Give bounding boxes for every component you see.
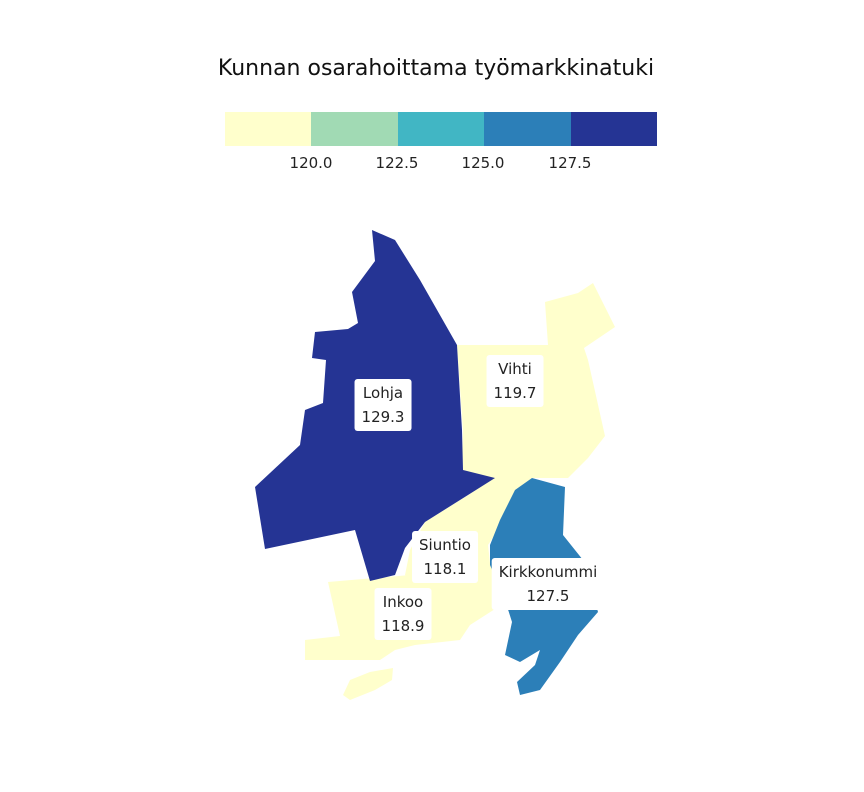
label-name: Inkoo — [382, 593, 424, 611]
legend-tick: 122.5 — [375, 154, 419, 172]
label-name: Vihti — [498, 360, 532, 378]
label-lohja: Lohja 129.3 — [354, 379, 412, 431]
map-title: Kunnan osarahoittama työmarkkinatuki — [217, 56, 655, 81]
label-value: 118.1 — [423, 560, 467, 578]
legend-swatch-5 — [570, 112, 658, 146]
legend-swatch-3 — [397, 112, 485, 146]
legend-tick: 120.0 — [289, 154, 333, 172]
label-kirkkonummi: Kirkkonummi 127.5 — [491, 558, 605, 610]
legend-tick: 125.0 — [461, 154, 505, 172]
color-legend — [225, 112, 658, 146]
legend-swatch-4 — [484, 112, 571, 146]
legend-swatch-1 — [225, 112, 312, 146]
label-value: 127.5 — [526, 587, 570, 605]
label-vihti: Vihti 119.7 — [486, 355, 544, 407]
legend-tick: 127.5 — [548, 154, 592, 172]
label-name: Siuntio — [419, 536, 471, 554]
label-value: 129.3 — [361, 408, 405, 426]
label-name: Kirkkonummi — [498, 563, 598, 581]
label-siuntio: Siuntio 118.1 — [412, 531, 478, 583]
legend-ticks: 120.0 122.5 125.0 127.5 — [225, 154, 657, 174]
legend-swatch-2 — [311, 112, 398, 146]
label-value: 118.9 — [381, 617, 425, 635]
label-inkoo: Inkoo 118.9 — [374, 588, 432, 640]
region-inkoo-island[interactable] — [343, 668, 393, 700]
label-value: 119.7 — [493, 384, 537, 402]
label-name: Lohja — [362, 384, 404, 402]
